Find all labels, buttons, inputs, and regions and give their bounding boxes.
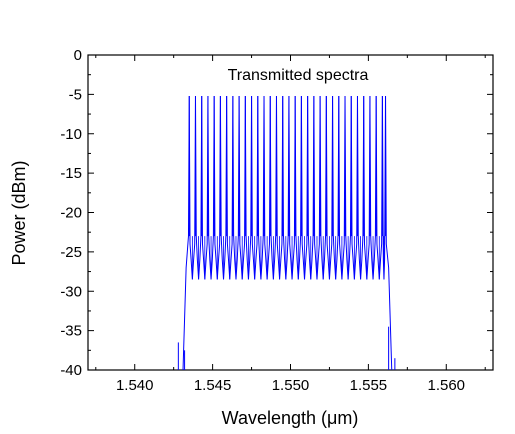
x-axis-title: Wavelength (μm) bbox=[222, 408, 359, 428]
x-axis: 1.540 1.545 1.550 1.555 1.560 bbox=[95, 55, 486, 394]
y-tick-label: -5 bbox=[69, 86, 82, 103]
y-tick-label: -35 bbox=[60, 323, 82, 340]
y-tick-label: -15 bbox=[60, 165, 82, 182]
series-transmitted-spectrum bbox=[177, 95, 396, 371]
x-tick-label: 1.560 bbox=[427, 377, 465, 394]
y-tick-label: 0 bbox=[74, 47, 82, 64]
x-tick-label: 1.555 bbox=[350, 377, 388, 394]
y-tick-label: -25 bbox=[60, 244, 82, 261]
y-tick-label: -20 bbox=[60, 205, 82, 222]
y-tick-label: -40 bbox=[60, 362, 82, 379]
x-tick-label: 1.550 bbox=[272, 377, 310, 394]
y-tick-label: -30 bbox=[60, 283, 82, 300]
x-tick-label: 1.545 bbox=[194, 377, 232, 394]
y-axis: 0 -5 -10 -15 -20 -25 -30 -35 -40 bbox=[60, 47, 493, 379]
y-tick-label: -10 bbox=[60, 126, 82, 143]
chart-annotation: Transmitted spectra bbox=[228, 67, 369, 84]
x-tick-label: 1.540 bbox=[116, 377, 154, 394]
y-axis-title: Power (dBm) bbox=[9, 160, 29, 265]
plot-area bbox=[87, 54, 494, 371]
